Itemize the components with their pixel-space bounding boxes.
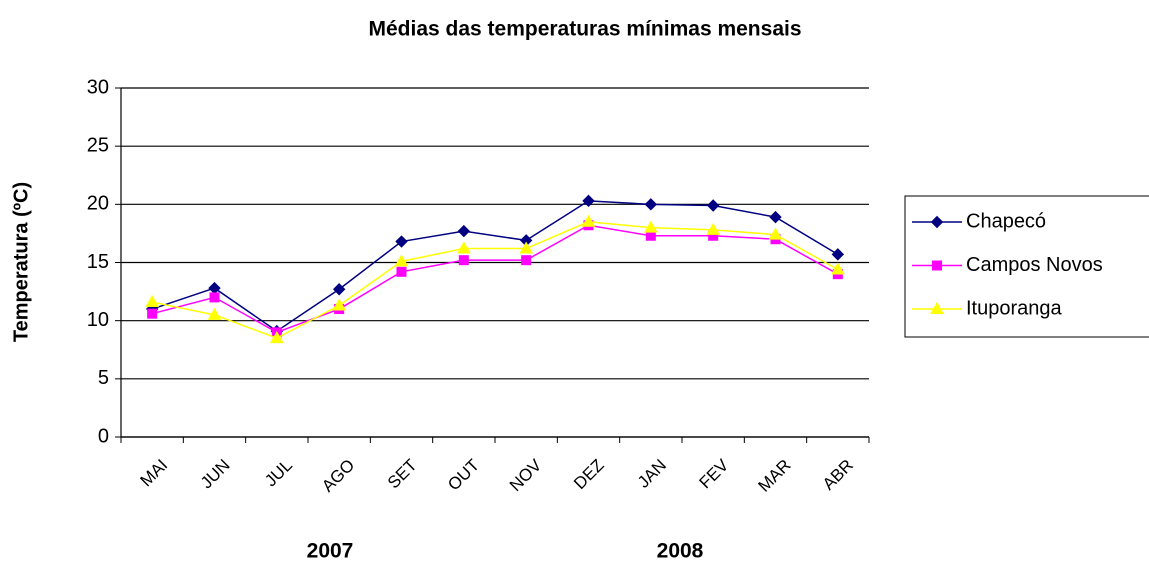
point: [456, 241, 471, 254]
y-tick-label: 25: [87, 134, 109, 156]
year-label: 2007: [307, 540, 354, 563]
y-tick-label: 15: [87, 251, 109, 273]
point: [458, 255, 469, 266]
legend-marker: [930, 215, 944, 229]
point: [706, 199, 720, 212]
point: [643, 220, 658, 233]
point: [396, 266, 407, 277]
point: [147, 308, 158, 319]
point: [831, 248, 845, 261]
point: [581, 214, 596, 227]
point: [332, 283, 346, 296]
point: [768, 227, 783, 240]
legend-marker: [932, 260, 942, 271]
point: [332, 298, 347, 311]
point: [457, 224, 471, 238]
point: [644, 198, 658, 211]
point: [207, 307, 222, 320]
y-tick-label: 0: [98, 425, 109, 447]
y-axis-label: Temperatura (ºC): [10, 182, 32, 342]
series-line: [152, 221, 839, 339]
legend-box: [904, 195, 1149, 338]
legend-label: Chapecó: [966, 210, 1046, 232]
y-tick-label: 5: [98, 367, 109, 389]
y-tick-label: 20: [87, 193, 109, 215]
legend-label: Ituporanga: [966, 297, 1063, 319]
point: [395, 235, 408, 248]
point: [706, 222, 721, 235]
point: [521, 255, 532, 266]
series-line: [151, 200, 839, 333]
year-label: 2008: [657, 540, 704, 563]
chart-title: Médias das temperaturas mínimas mensais: [368, 18, 801, 41]
legend-marker: [930, 301, 944, 314]
point: [769, 210, 782, 224]
y-tick-label: 30: [87, 76, 109, 98]
point: [209, 292, 220, 303]
point: [394, 254, 409, 267]
point: [519, 241, 534, 254]
legend-label: Campos Novos: [966, 254, 1103, 276]
series-line: [151, 224, 839, 334]
point: [145, 295, 160, 308]
y-tick-label: 10: [87, 309, 109, 331]
point: [269, 331, 284, 344]
point: [582, 194, 595, 208]
point: [830, 262, 845, 275]
